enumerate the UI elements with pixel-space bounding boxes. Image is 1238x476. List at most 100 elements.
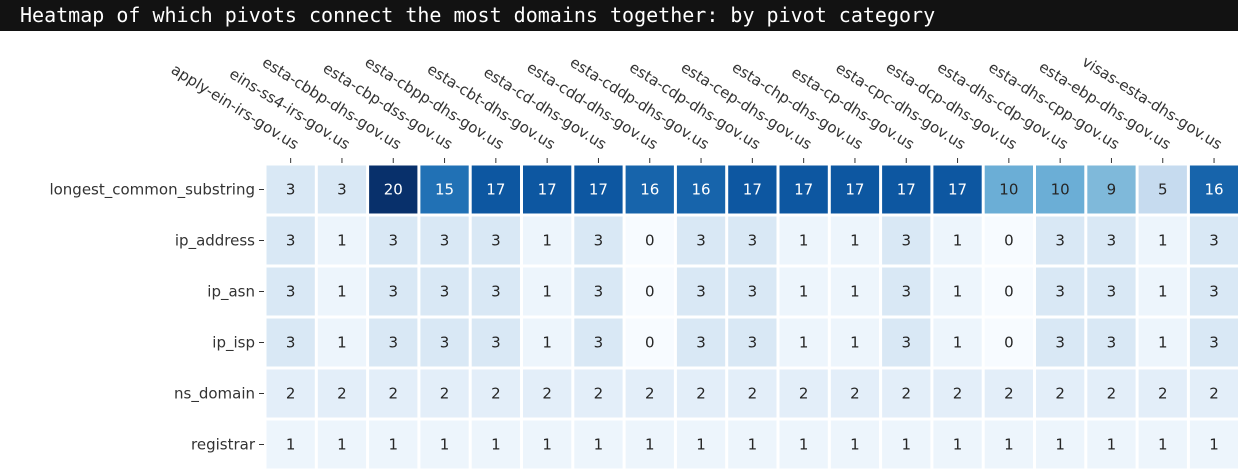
cell-value-label: 1 [542,283,552,301]
heatmap-cell [471,420,520,469]
heatmap-cell [574,216,623,265]
cell-value-label: 1 [696,436,706,454]
cell-value-label: 17 [845,181,864,199]
heatmap-cell [1036,216,1085,265]
heatmap-cell [625,267,674,316]
heatmap-cell [1189,420,1238,469]
heatmap-cell [1189,318,1238,367]
heatmap-cell [1138,165,1187,214]
heatmap-cell [625,420,674,469]
cell-value-label: 2 [1158,385,1168,403]
heatmap-cell [830,267,880,316]
heatmap-cell [882,420,931,469]
heatmap-chart: apply-ein-irs-gov.useins-ss4-irs-gov.use… [49,53,1238,469]
heatmap-cell [471,318,520,367]
cell-value-label: 2 [799,385,809,403]
cell-value-label: 0 [1004,334,1014,352]
cell-value-label: 2 [594,385,604,403]
cell-value-label: 1 [1107,436,1117,454]
cell-value-label: 3 [1055,283,1065,301]
cell-value-label: 2 [388,385,398,403]
heatmap-cell [676,318,726,367]
cell-value-label: 3 [594,283,604,301]
cell-value-label: 1 [337,436,347,454]
heatmap-cell [471,369,520,418]
cell-value-label: 3 [594,232,604,250]
cell-value-label: 2 [286,385,296,403]
cell-value-label: 2 [696,385,706,403]
heatmap-cell [676,369,726,418]
heatmap-cell [1138,369,1187,418]
heatmap-cell [933,369,982,418]
heatmap-cell [1189,216,1238,265]
heatmap-cell [676,165,726,214]
heatmap-cell [1087,369,1136,418]
cell-value-label: 3 [1107,232,1117,250]
cell-value-label: 16 [640,181,659,199]
heatmap-cell [882,318,931,367]
cell-value-label: 3 [491,334,501,352]
heatmap-cell [779,165,828,214]
cell-value-label: 3 [696,334,706,352]
heatmap-cell [1087,165,1136,214]
cell-value-label: 1 [850,232,860,250]
cell-value-label: 3 [388,334,398,352]
heatmap-cell [779,369,828,418]
heatmap-cell [471,165,520,214]
cell-value-label: 1 [645,436,655,454]
heatmap-cell [830,318,880,367]
heatmap-cell [625,165,674,214]
cell-value-label: 17 [743,181,762,199]
cell-value-label: 1 [542,436,552,454]
heatmap-cell [1138,318,1187,367]
chart-title: Heatmap of which pivots connect the most… [20,3,936,27]
heatmap-cell [625,369,674,418]
heatmap-cell [420,267,469,316]
heatmap-cell [369,369,418,418]
cell-value-label: 1 [286,436,296,454]
cell-value-label: 3 [440,334,450,352]
cell-value-label: 17 [948,181,967,199]
heatmap-cell [830,216,880,265]
heatmap-cell [574,369,623,418]
heatmap-cell [266,369,315,418]
cell-value-label: 1 [799,283,809,301]
heatmap-cell [420,420,469,469]
cell-value-label: 3 [286,283,296,301]
cell-value-label: 2 [748,385,758,403]
heatmap-cell [882,267,931,316]
cell-value-label: 2 [491,385,501,403]
cell-value-label: 1 [337,283,347,301]
cell-value-label: 1 [337,334,347,352]
cell-value-label: 2 [645,385,655,403]
cell-value-label: 3 [286,181,296,199]
heatmap-cell [523,369,572,418]
heatmap-cell [728,318,777,367]
heatmap-cell [676,420,726,469]
heatmap-cell [882,369,931,418]
cell-value-label: 1 [850,436,860,454]
cell-value-label: 2 [1055,385,1065,403]
cell-value-label: 1 [1004,436,1014,454]
cell-value-label: 17 [589,181,608,199]
row-label: ip_isp [212,334,255,353]
cell-value-label: 1 [337,232,347,250]
heatmap-cell [984,420,1033,469]
heatmap-cell [523,165,572,214]
cell-value-label: 1 [1158,283,1168,301]
cell-value-label: 3 [286,334,296,352]
heatmap-cell [420,165,469,214]
heatmap-cell [369,165,418,214]
heatmap-cell [933,267,982,316]
heatmap-cell [1138,420,1187,469]
heatmap-cell [830,420,880,469]
cell-value-label: 2 [901,385,911,403]
heatmap-cell [1036,420,1085,469]
heatmap-cell [984,165,1033,214]
cell-value-label: 1 [850,334,860,352]
heatmap-cell [317,420,367,469]
cell-value-label: 1 [799,334,809,352]
heatmap-cell [882,165,931,214]
cell-value-label: 1 [1158,232,1168,250]
heatmap-cell [1189,369,1238,418]
